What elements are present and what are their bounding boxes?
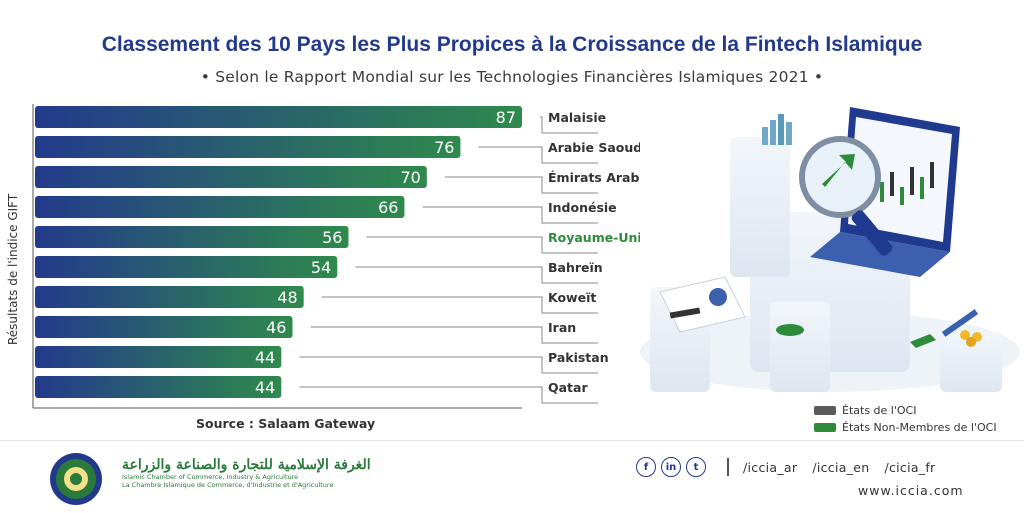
organization-name: الغرفة الإسلامية للتجارة والصناعة والزرا… xyxy=(122,457,371,489)
green-key xyxy=(910,334,936,348)
category-label: Arabie Saoudite xyxy=(548,140,640,155)
bar-value-label: 56 xyxy=(322,228,342,247)
legend-item-non-oci: États Non-Membres de l'OCI xyxy=(814,419,997,436)
label-connector xyxy=(422,206,598,224)
legend: États de l'OCI États Non-Membres de l'OC… xyxy=(814,402,997,436)
legend-label-non-oci: États Non-Membres de l'OCI xyxy=(842,421,997,434)
candlestick-icon xyxy=(880,162,934,205)
bar-value-label: 54 xyxy=(311,258,331,277)
category-label: Iran xyxy=(548,320,576,335)
label-connector xyxy=(310,326,598,344)
mid-podium xyxy=(770,302,830,392)
bar-value-label: 87 xyxy=(496,108,516,127)
bar--mirats-arabes-unis xyxy=(35,166,427,188)
page-title: Classement des 10 Pays les Plus Propices… xyxy=(101,33,923,56)
green-disc xyxy=(776,324,804,336)
label-connector xyxy=(478,146,598,164)
bar-kowe-t xyxy=(35,286,304,308)
magnifier-icon xyxy=(799,136,893,256)
bar-value-label: 70 xyxy=(400,168,420,187)
label-connector xyxy=(299,356,598,374)
label-connector xyxy=(540,116,598,134)
bar-iran xyxy=(35,316,293,338)
label-connector xyxy=(444,176,598,194)
document-report-icon xyxy=(659,276,746,333)
linkedin-icon[interactable]: in xyxy=(661,457,681,477)
category-label: Malaisie xyxy=(548,110,606,125)
category-label: Émirats Arabes Unis xyxy=(548,170,640,185)
category-label: Royaume-Uni xyxy=(548,230,640,245)
social-links: f in t /iccia_ar /iccia_en /cicia_fr xyxy=(636,457,951,477)
key-icon xyxy=(941,309,982,347)
website-link[interactable]: www.iccia.com xyxy=(858,483,964,498)
footer: الغرفة الإسلامية للتجارة والصناعة والزرا… xyxy=(0,440,1024,513)
bar-qatar xyxy=(35,376,282,398)
handle-french-link[interactable]: /cicia_fr xyxy=(884,459,936,475)
bars-group: 87 Malaisie 76 Arabie Saoudite 70 Émirats Ara… xyxy=(35,106,640,404)
mini-bar-chart-icon xyxy=(762,114,792,145)
bar-value-label: 66 xyxy=(378,198,398,217)
twitter-icon[interactable]: t xyxy=(686,457,706,477)
category-label: Qatar xyxy=(548,380,588,395)
laptop-icon xyxy=(810,107,960,277)
infographic-main: Classement des 10 Pays les Plus Propices… xyxy=(6,33,1020,436)
label-connector xyxy=(355,266,598,284)
org-name-english: Islamic Chamber of Commerce, Industry & … xyxy=(122,473,299,481)
category-label: Pakistan xyxy=(548,350,609,365)
handle-english-link[interactable]: /iccia_en xyxy=(812,459,870,475)
fintech-illustration xyxy=(640,107,1020,392)
legend-swatch-oci xyxy=(814,406,836,415)
label-connector xyxy=(366,236,598,254)
right-podium xyxy=(940,332,1002,392)
bar-value-label: 46 xyxy=(266,318,286,337)
page-subtitle: • Selon le Rapport Mondial sur les Techn… xyxy=(200,68,824,86)
label-connector xyxy=(299,386,598,404)
legend-swatch-non-oci xyxy=(814,423,836,432)
bar-value-label: 44 xyxy=(255,378,275,397)
bar-malaisie xyxy=(35,106,522,128)
category-label: Koweït xyxy=(548,290,596,305)
bar-bahre-n xyxy=(35,256,338,278)
back-podium xyxy=(730,137,790,277)
legend-item-oci: États de l'OCI xyxy=(814,402,997,419)
bar-pakistan xyxy=(35,346,282,368)
label-connector xyxy=(321,296,598,314)
source-note: Source : Salaam Gateway xyxy=(196,416,376,431)
bar-value-label: 48 xyxy=(277,288,297,307)
bar-value-label: 76 xyxy=(434,138,454,157)
social-separator xyxy=(727,458,729,476)
org-name-arabic: الغرفة الإسلامية للتجارة والصناعة والزرا… xyxy=(122,457,371,473)
org-name-french: La Chambre Islamique de Commerce, d'Indu… xyxy=(122,481,334,489)
iccia-logo-icon xyxy=(50,453,102,505)
bar-value-label: 44 xyxy=(255,348,275,367)
bar-indon-sie xyxy=(35,196,405,218)
facebook-icon[interactable]: f xyxy=(636,457,656,477)
legend-label-oci: États de l'OCI xyxy=(842,404,917,417)
bar-arabie-saoudite xyxy=(35,136,461,158)
category-label: Indonésie xyxy=(548,200,617,215)
category-label: Bahreïn xyxy=(548,260,603,275)
bar-chart: 87 Malaisie 76 Arabie Saoudite 70 Émirats Ara… xyxy=(32,104,640,409)
y-axis-label: Résultats de l'indice GIFT xyxy=(6,193,20,345)
handle-arabic-link[interactable]: /iccia_ar xyxy=(743,459,798,475)
bar-royaume-uni xyxy=(35,226,349,248)
